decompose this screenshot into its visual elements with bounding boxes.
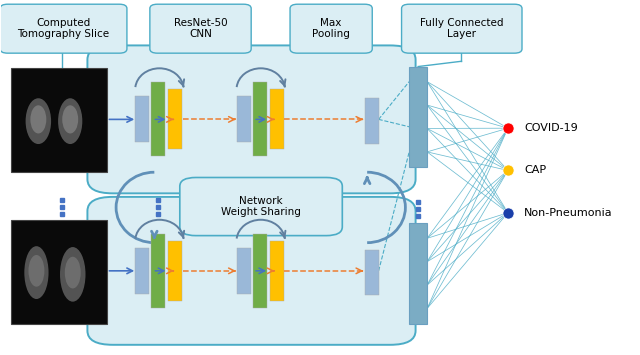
FancyBboxPatch shape: [88, 45, 415, 193]
Ellipse shape: [65, 257, 81, 289]
Bar: [168, 89, 182, 149]
Ellipse shape: [30, 105, 46, 133]
Bar: [253, 82, 267, 156]
Bar: [365, 98, 379, 144]
Text: Computed
Tomography Slice: Computed Tomography Slice: [17, 18, 109, 39]
Text: Network
Weight Sharing: Network Weight Sharing: [221, 196, 301, 217]
FancyBboxPatch shape: [401, 4, 522, 53]
FancyBboxPatch shape: [290, 4, 372, 53]
Bar: [365, 250, 379, 295]
Text: CAP: CAP: [524, 165, 546, 175]
Ellipse shape: [58, 98, 83, 144]
Bar: [409, 66, 427, 167]
FancyBboxPatch shape: [180, 178, 342, 236]
Bar: [237, 248, 251, 294]
FancyBboxPatch shape: [0, 4, 127, 53]
Text: Fully Connected
Layer: Fully Connected Layer: [420, 18, 504, 39]
Text: Non-Pneumonia: Non-Pneumonia: [524, 208, 612, 218]
Ellipse shape: [62, 105, 78, 133]
Bar: [151, 234, 165, 308]
Text: COVID-19: COVID-19: [524, 123, 578, 133]
Bar: [168, 241, 182, 301]
Bar: [253, 234, 267, 308]
Bar: [11, 220, 106, 324]
Bar: [11, 68, 106, 172]
Text: Max
Pooling: Max Pooling: [312, 18, 350, 39]
Bar: [135, 97, 149, 142]
Bar: [151, 82, 165, 156]
Ellipse shape: [24, 246, 49, 299]
Ellipse shape: [26, 98, 51, 144]
FancyBboxPatch shape: [88, 197, 415, 345]
Bar: [135, 248, 149, 294]
Bar: [237, 97, 251, 142]
Bar: [270, 89, 284, 149]
Ellipse shape: [60, 247, 86, 302]
Ellipse shape: [28, 255, 44, 287]
Text: ResNet-50
CNN: ResNet-50 CNN: [173, 18, 227, 39]
Bar: [409, 223, 427, 324]
FancyBboxPatch shape: [150, 4, 251, 53]
Bar: [270, 241, 284, 301]
